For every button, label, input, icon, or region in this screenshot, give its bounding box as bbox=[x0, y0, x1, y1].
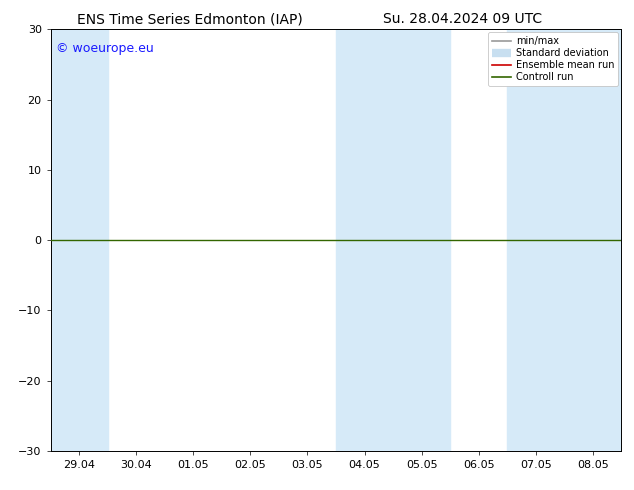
Text: © woeurope.eu: © woeurope.eu bbox=[56, 42, 154, 55]
Bar bbox=[51, 29, 108, 451]
Bar bbox=[507, 29, 621, 451]
Legend: min/max, Standard deviation, Ensemble mean run, Controll run: min/max, Standard deviation, Ensemble me… bbox=[488, 32, 618, 86]
Text: Su. 28.04.2024 09 UTC: Su. 28.04.2024 09 UTC bbox=[384, 12, 542, 26]
Bar bbox=[336, 29, 450, 451]
Text: ENS Time Series Edmonton (IAP): ENS Time Series Edmonton (IAP) bbox=[77, 12, 303, 26]
